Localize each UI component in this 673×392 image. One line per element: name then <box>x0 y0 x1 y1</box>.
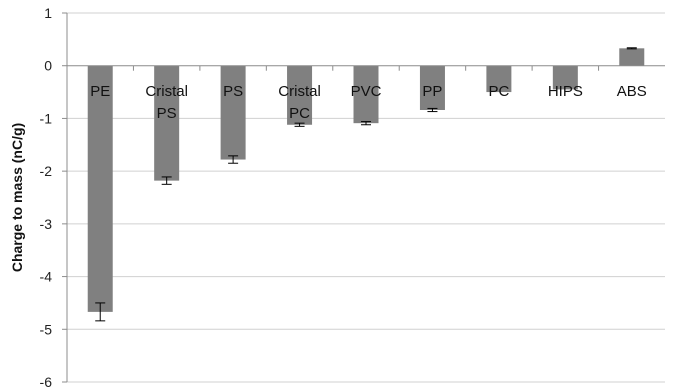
y-tick-label: -6 <box>40 374 53 390</box>
y-tick-label: -1 <box>40 110 53 126</box>
bars <box>87 48 645 312</box>
category-label: ABS <box>617 83 647 100</box>
y-tick-label: -2 <box>40 163 53 179</box>
category-label: PC <box>289 105 310 122</box>
y-tick-label: -4 <box>40 269 53 285</box>
category-label: PS <box>223 83 243 100</box>
bar <box>486 65 512 93</box>
error-bars <box>95 47 637 322</box>
category-label: HIPS <box>548 83 583 100</box>
y-axis-title: Charge to mass (nC/g) <box>9 123 25 272</box>
bar <box>552 65 578 90</box>
bar <box>287 65 313 125</box>
category-labels: PE Cristal PS PS Cristal PC PVC PP PC HIPS ABS <box>90 83 647 122</box>
y-tick-label: -3 <box>40 216 53 232</box>
y-tick-label: 1 <box>44 5 52 21</box>
category-label: PC <box>488 83 509 100</box>
bar <box>154 65 180 181</box>
y-tick-label: -5 <box>40 321 53 337</box>
bar <box>220 65 246 160</box>
category-label: Cristal <box>278 83 321 100</box>
bar <box>87 65 113 312</box>
category-label: Cristal <box>145 83 188 100</box>
bar <box>419 65 445 110</box>
category-label: PE <box>90 83 110 100</box>
bar <box>619 48 645 66</box>
axes <box>62 12 665 383</box>
category-label: PP <box>422 83 442 100</box>
category-label: PS <box>157 105 177 122</box>
y-tick-label: 0 <box>44 58 52 74</box>
y-tick-labels: 1 0 -1 -2 -3 -4 -5 -6 <box>40 5 53 390</box>
category-label: PVC <box>351 83 382 100</box>
bar <box>353 65 379 124</box>
